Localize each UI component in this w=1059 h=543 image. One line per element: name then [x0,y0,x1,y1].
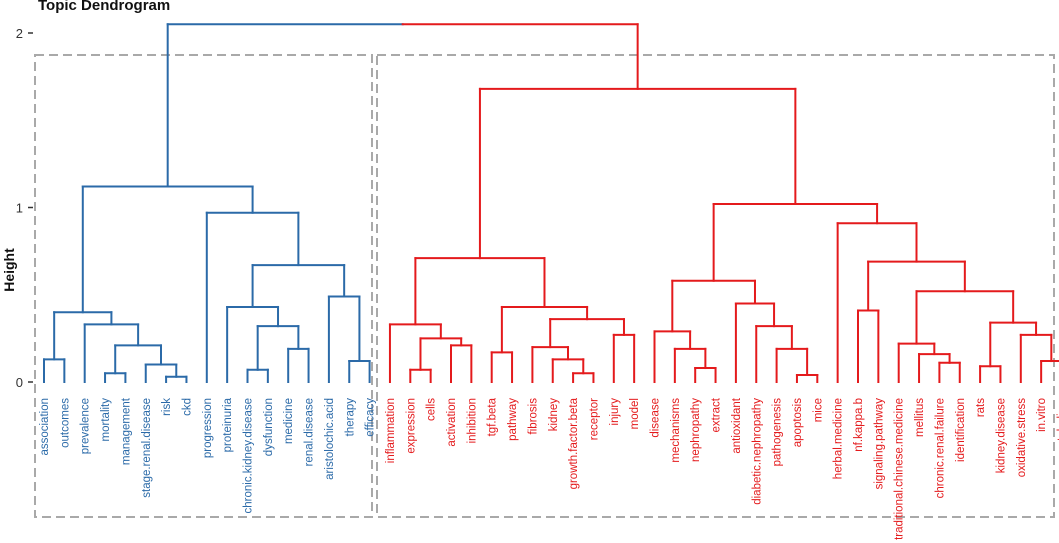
leaf-label-outcomes: outcomes [59,398,71,448]
leaf-label-therapy: therapy [344,398,356,437]
leaf-label-medicine: medicine [283,398,295,444]
leaf-label-traditional-chinese-medicine: traditional.chinese.medicine [894,398,906,540]
leaf-label-pathway: pathway [507,398,519,441]
leaf-label-fibrosis: fibrosis [527,398,539,435]
leaf-label-progression: progression [202,398,214,458]
dendrogram-links [43,23,1059,383]
leaf-label-cells: cells [426,398,438,421]
blue-cluster-box [34,54,373,518]
leaf-label-association: association [39,398,51,456]
leaf-label-extract: extract [711,397,723,432]
leaf-label-receptor: receptor [588,398,600,440]
leaf-label-model: model [629,398,641,429]
red-cluster-box [376,54,1055,518]
leaf-label-oxidative-stress: oxidative.stress [1016,398,1028,478]
leaf-label-rats: rats [975,398,987,417]
y-tick-label: 2 [16,26,23,41]
leaf-label-mortality: mortality [100,398,112,442]
leaf-label-nf-kappa-b: nf.kappa.b [853,398,865,452]
leaf-label-prevalence: prevalence [80,398,92,454]
leaf-label-antioxidant: antioxidant [731,397,743,453]
leaf-label-risk: risk [161,398,173,416]
leaf-label-mice: mice [812,398,824,422]
leaf-label-ckd: ckd [181,398,193,416]
leaf-label-pathogenesis: pathogenesis [772,398,784,467]
y-axis: 0 1 2 [16,26,33,390]
y-axis-label: Height [1,248,17,292]
leaf-label-herbal-medicine: herbal.medicine [833,398,845,479]
leaf-label-mellitus: mellitus [914,398,926,437]
y-tick-label: 0 [16,375,23,390]
leaf-label-growth-factor-beta: growth.factor.beta [568,397,580,489]
leaf-label-expression: expression [405,398,417,454]
leaf-label-chronic-kidney-disease: chronic.kidney.disease [243,398,255,514]
leaf-label-activation: activation [446,398,458,447]
y-tick-label: 1 [16,201,23,216]
leaf-label-inhibition: inhibition [466,398,478,443]
leaf-label-nephropathy: nephropathy [690,398,702,462]
leaf-label-management: management [120,397,132,465]
chart-title: Topic Dendrogram [38,0,171,14]
leaf-label-in-vitro: in.vitro [1036,398,1048,432]
leaf-label-identification: identification [955,398,967,462]
leaf-label-proteinuria: proteinuria [222,397,234,452]
leaf-label-renal-disease: renal.disease [304,398,316,466]
leaf-labels: association outcomes prevalence mortality ma… [39,397,1059,540]
leaf-label-metabolism: metabolism [1057,398,1059,457]
leaf-label-dysfunction: dysfunction [263,398,275,456]
leaf-label-diabetic-nephropathy: diabetic.nephropathy [751,398,763,505]
leaf-label-apoptosis: apoptosis [792,398,804,447]
cluster-boxes [34,54,1055,518]
leaf-label-inflammation: inflammation [385,398,397,463]
leaf-label-aristolochic-acid: aristolochic.acid [324,398,336,480]
leaf-label-signaling-pathway: signaling.pathway [873,398,885,490]
leaf-label-efficacy: efficacy [365,398,377,437]
leaf-label-kidney: kidney [548,398,560,431]
leaf-label-stage-renal-disease: stage.renal.disease [141,398,153,498]
leaf-label-injury: injury [609,398,621,426]
leaf-label-chronic-renal-failure: chronic.renal.failure [934,398,946,498]
leaf-label-kidney-disease: kidney.disease [995,398,1007,473]
leaf-label-tgf-beta: tgf.beta [487,397,499,436]
leaf-label-disease: disease [650,398,662,438]
leaf-label-mechanisms: mechanisms [670,398,682,463]
